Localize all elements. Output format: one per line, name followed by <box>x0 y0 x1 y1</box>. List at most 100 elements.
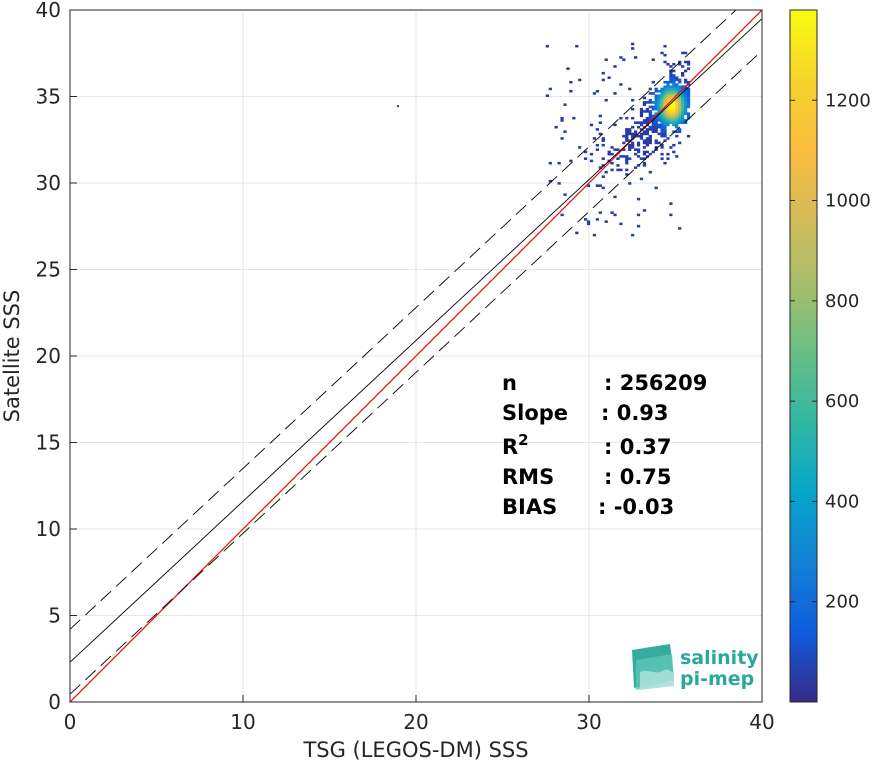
density-cell <box>631 143 635 147</box>
density-cell <box>675 83 679 86</box>
density-cell <box>645 130 649 133</box>
density-cell <box>683 119 688 122</box>
density-cell <box>675 89 679 93</box>
density-cell <box>628 143 632 147</box>
density-cell <box>601 186 605 190</box>
fit-lines <box>70 10 762 702</box>
colorbar-gradient <box>789 9 818 703</box>
density-cell <box>660 98 664 102</box>
stat-label: R2 <box>502 431 529 459</box>
density-cell <box>601 137 605 140</box>
density-cell <box>672 80 676 84</box>
density-cell <box>686 103 691 106</box>
density-cell <box>663 85 667 88</box>
density-cell <box>686 62 691 66</box>
density-cell <box>622 141 626 145</box>
density-cell <box>678 119 682 122</box>
density-cell <box>663 89 667 93</box>
density-cell <box>681 92 685 95</box>
density-cell <box>660 128 664 131</box>
density-cell <box>660 157 664 160</box>
density-cell <box>672 114 676 118</box>
density-cell <box>625 155 629 158</box>
density-cell <box>583 150 588 154</box>
density-cell <box>654 141 658 145</box>
density-cell <box>672 110 676 113</box>
density-cell <box>639 132 644 136</box>
density-cell <box>648 114 652 118</box>
y-tick-label: 0 <box>48 690 61 714</box>
y-tick-label: 15 <box>36 431 61 455</box>
density-cell <box>648 116 652 120</box>
density-cell <box>645 150 649 154</box>
density-cell <box>560 119 564 122</box>
density-cell <box>678 105 682 109</box>
density-cell <box>666 152 670 156</box>
density-cell <box>666 116 670 120</box>
density-cell <box>631 146 635 149</box>
density-cell <box>675 92 679 95</box>
density-cell <box>683 105 688 109</box>
density-cell <box>686 87 691 91</box>
density-cell <box>683 121 688 124</box>
density-cell <box>678 128 682 131</box>
density-cell <box>648 137 652 140</box>
density-cell <box>654 186 658 190</box>
density-cell <box>622 134 626 138</box>
density-cell <box>683 96 688 100</box>
density-cell <box>610 161 614 165</box>
density-cell <box>683 110 688 113</box>
density-cell <box>642 110 647 113</box>
density-cell <box>633 56 638 59</box>
density-cell <box>675 114 679 118</box>
y-tick-label: 10 <box>36 517 61 541</box>
density-cell <box>672 130 676 133</box>
density-cell <box>648 110 652 113</box>
density-cell <box>633 148 638 151</box>
density-cell <box>607 76 611 79</box>
density-cell <box>625 159 629 163</box>
density-cell <box>607 152 611 156</box>
density-cell <box>654 116 658 120</box>
density-cell <box>675 121 679 124</box>
density-cell <box>657 89 661 93</box>
density-cell <box>625 157 629 160</box>
density-cell <box>636 125 641 129</box>
density-cell <box>683 103 688 106</box>
density-cell <box>681 89 685 93</box>
density-cell <box>601 71 605 75</box>
density-cell <box>648 98 652 102</box>
density-cell <box>645 128 649 131</box>
density-cell <box>681 105 685 109</box>
density-cell <box>666 114 670 118</box>
colorbar-tick-label: 1200 <box>825 90 871 111</box>
density-cell <box>678 89 682 93</box>
density-cell <box>645 139 649 142</box>
density-cell <box>654 121 658 124</box>
density-cell <box>557 161 561 165</box>
density-cell <box>645 116 649 120</box>
density-cell <box>648 134 652 138</box>
y-tick-label: 35 <box>36 85 61 109</box>
density-cell <box>686 134 691 138</box>
density-cell <box>672 103 676 106</box>
density-cell <box>681 107 685 111</box>
density-cell <box>642 146 647 149</box>
density-cell <box>631 107 635 111</box>
density-cell <box>613 123 617 127</box>
density-cell <box>654 125 658 129</box>
density-cell <box>631 134 635 138</box>
density-cell <box>657 123 661 127</box>
density-cell <box>669 213 673 217</box>
density-cell <box>675 134 679 138</box>
density-cell <box>642 209 647 212</box>
density-cell <box>636 150 641 154</box>
density-cell <box>566 67 570 70</box>
density-cell <box>666 157 670 160</box>
density-cell <box>666 107 670 111</box>
density-cell <box>683 112 688 115</box>
density-cell <box>619 116 623 120</box>
density-cell <box>633 121 638 124</box>
density-cell <box>651 101 655 104</box>
density-cell <box>669 96 673 100</box>
